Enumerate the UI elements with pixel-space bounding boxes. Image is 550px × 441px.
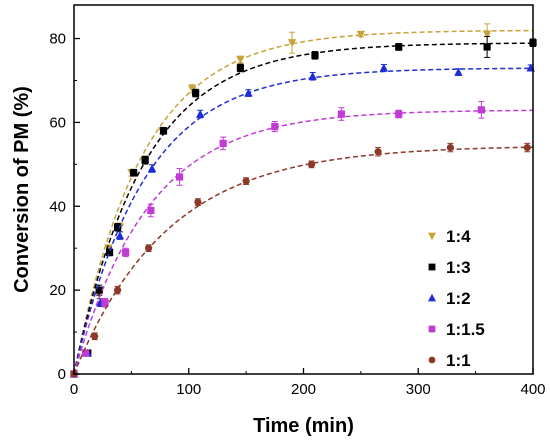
data-point: [483, 43, 491, 51]
data-point: [114, 223, 122, 231]
data-point: [219, 139, 227, 147]
data-point: [115, 231, 125, 240]
y-axis-label: Conversion of PM (%): [11, 86, 33, 293]
data-point: [477, 106, 485, 114]
data-point: [271, 123, 279, 131]
data-point: [482, 30, 492, 39]
data-point: [395, 110, 403, 118]
data-point: [196, 109, 205, 118]
data-point: [192, 89, 200, 97]
series-1-1: [70, 142, 533, 378]
data-point: [446, 143, 454, 152]
data-point: [101, 299, 109, 307]
legend-label: 1:2: [446, 289, 471, 308]
data-point: [287, 39, 297, 48]
data-point: [130, 169, 138, 177]
data-point: [454, 67, 463, 76]
data-point: [194, 198, 202, 206]
y-tick-label: 0: [58, 366, 66, 383]
data-point: [159, 127, 168, 135]
data-point: [144, 244, 153, 252]
legend-label: 1:1: [446, 351, 471, 370]
x-axis-label: Time (min): [253, 415, 354, 437]
legend-item: 1:2: [428, 289, 471, 308]
legend-label: 1:3: [446, 258, 471, 277]
x-tick-label: 400: [520, 381, 545, 398]
data-point: [337, 110, 345, 118]
data-point: [374, 148, 382, 156]
x-tick-label: 100: [176, 381, 201, 398]
data-point: [81, 349, 90, 357]
data-point: [147, 206, 155, 215]
series-1-1-5: [70, 100, 533, 378]
data-point: [307, 160, 316, 168]
y-tick-label: 80: [49, 31, 66, 48]
legend-marker: [428, 263, 436, 271]
data-point: [379, 63, 389, 72]
data-point: [308, 71, 317, 80]
legend-marker: [428, 356, 436, 364]
data-point: [236, 55, 245, 64]
legend-item: 1:1: [428, 351, 471, 370]
data-point: [122, 248, 130, 256]
data-point: [105, 248, 114, 256]
data-point: [244, 88, 253, 97]
data-point: [114, 286, 122, 294]
legend-marker: [428, 293, 436, 302]
y-tick-label: 60: [49, 114, 66, 131]
axes: 0 100 200 300 400 0 20 40 60 80: [49, 4, 546, 398]
legend-label: 1:1.5: [446, 320, 485, 339]
legend-marker: [428, 232, 436, 241]
legend-item: 1:4: [428, 227, 471, 246]
y-tick-label: 40: [49, 198, 66, 215]
data-point: [242, 177, 250, 185]
fit-line-1: [74, 42, 533, 374]
plot-area: [69, 23, 537, 379]
data-point: [395, 43, 403, 51]
legend-label: 1:4: [446, 227, 471, 246]
legend-item: 1:3: [428, 258, 471, 277]
data-point: [91, 332, 99, 340]
data-point: [175, 173, 184, 181]
x-tick-label: 300: [406, 381, 431, 398]
legend: 1:4 1:3 1:2 1:1.5 1:1: [428, 227, 485, 370]
data-point: [147, 164, 157, 173]
data-point: [187, 85, 197, 94]
data-point: [141, 156, 149, 164]
x-tick-label: 0: [70, 381, 78, 398]
y-tick-label: 20: [49, 282, 66, 299]
data-point: [311, 51, 319, 59]
fit-line-0: [74, 29, 533, 374]
data-point: [356, 30, 366, 39]
legend-marker: [428, 325, 436, 333]
legend-item: 1:1.5: [428, 320, 485, 339]
plot-frame: [73, 4, 534, 375]
data-point: [236, 64, 244, 72]
data-point: [95, 286, 103, 294]
data-point: [523, 143, 531, 152]
x-tick-label: 200: [291, 381, 316, 398]
